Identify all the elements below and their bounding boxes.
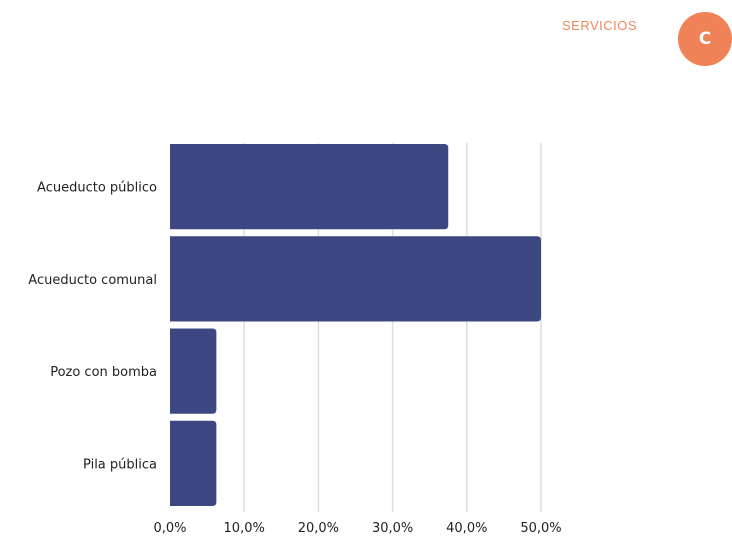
- category-label: Acueducto público: [37, 181, 157, 196]
- x-tick-label: 0,0%: [153, 521, 186, 536]
- x-tick-label: 20,0%: [298, 521, 339, 536]
- x-tick-label: 30,0%: [372, 521, 413, 536]
- x-tick-labels: 0,0% 10,0% 20,0% 30,0% 40,0% 50,0%: [153, 521, 561, 536]
- category-label: Pozo con bomba: [50, 365, 157, 380]
- bar: [170, 144, 449, 230]
- bar: [170, 328, 217, 414]
- bars: [170, 144, 541, 506]
- bar: [170, 420, 217, 506]
- section-badge: C: [678, 12, 732, 66]
- section-label: SERVICIOS: [562, 18, 638, 33]
- category-labels: Acueducto público Acueducto comunal Pozo c…: [28, 181, 157, 473]
- x-tick-label: 50,0%: [520, 521, 561, 536]
- bar: [170, 236, 541, 322]
- x-tick-label: 40,0%: [446, 521, 487, 536]
- category-label: Pila pública: [83, 457, 157, 472]
- x-tick-label: 10,0%: [224, 521, 265, 536]
- category-label: Acueducto comunal: [28, 273, 157, 288]
